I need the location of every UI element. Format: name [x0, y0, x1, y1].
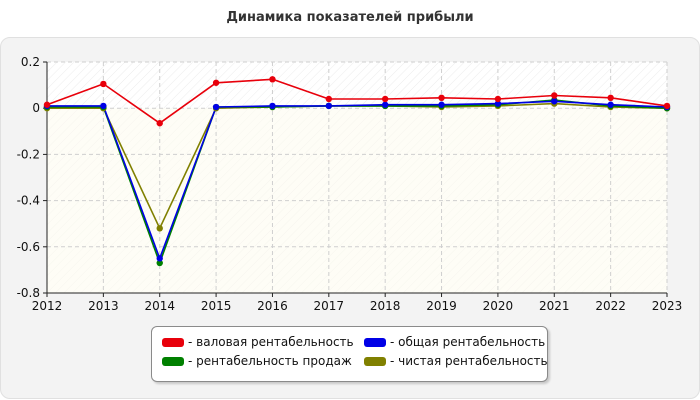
data-point-series-1	[494, 100, 502, 107]
y-tick-labels: 0.2 0 -0.2 -0.4 -0.6 -0.8	[17, 55, 47, 300]
data-point-series-1	[156, 255, 163, 262]
axes	[46, 62, 667, 294]
legend-swatch-net	[364, 356, 386, 366]
x-tick-label: 2013	[88, 299, 119, 313]
data-point-series-0	[156, 120, 163, 127]
data-point-series-0	[212, 79, 220, 86]
x-tick-label: 2012	[32, 299, 63, 313]
legend: - валовая рентабельность - общая рентабе…	[151, 326, 548, 382]
legend-label-gross: - валовая рентабельность	[188, 335, 354, 349]
data-point-series-1	[100, 102, 107, 110]
x-tick-label: 2015	[201, 299, 232, 313]
data-point-series-2	[156, 259, 163, 267]
chart-title: Динамика показателей прибыли	[226, 10, 474, 25]
x-tick-label: 2018	[370, 299, 401, 313]
y-tick-label: -0.8	[17, 286, 40, 300]
legend-item-net: - чистая рентабельность	[364, 354, 548, 368]
y-tick-label: -0.2	[17, 147, 40, 161]
data-point-series-0	[607, 94, 614, 102]
x-tick-label: 2021	[539, 299, 570, 313]
y-tick-label: 0	[32, 101, 40, 115]
data-point-series-1	[607, 101, 614, 108]
legend-swatch-sales	[162, 356, 184, 366]
x-tick-label: 2014	[144, 299, 175, 313]
data-point-series-0	[43, 101, 51, 108]
data-point-series-0	[663, 102, 671, 110]
x-tick-label: 2017	[314, 299, 345, 313]
data-point-series-0	[100, 80, 107, 88]
x-tick-labels: 2012 2013 2014 2015 2016 2017 2018 2019 2020 2021…	[32, 293, 683, 313]
data-point-series-1	[438, 101, 445, 108]
data-point-series-1	[551, 98, 558, 105]
series-lines	[46, 78, 668, 264]
data-point-series-1	[212, 103, 220, 111]
x-tick-label: 2020	[483, 299, 514, 313]
data-point-series-1	[269, 102, 276, 110]
legend-item-gross: - валовая рентабельность	[162, 335, 354, 349]
legend-swatch-gross	[162, 337, 184, 347]
legend-label-net: - чистая рентабельность	[390, 354, 548, 368]
data-point-series-0	[325, 95, 333, 103]
legend-swatch-total	[364, 337, 386, 347]
series-line-1	[47, 100, 668, 260]
data-point-series-0	[494, 95, 502, 103]
data-point-series-3	[156, 225, 163, 232]
x-tick-label: 2016	[257, 299, 288, 313]
legend-item-total: - общая рентабельность	[364, 335, 545, 349]
y-tick-label: -0.4	[17, 194, 40, 208]
x-tick-label: 2022	[595, 299, 626, 313]
data-point-series-0	[381, 95, 389, 103]
legend-item-sales: - рентабельность продаж	[162, 354, 352, 368]
data-point-series-0	[269, 76, 276, 83]
legend-label-sales: - рентабельность продаж	[188, 354, 352, 368]
data-point-series-0	[438, 94, 445, 102]
y-tick-label: 0.2	[21, 55, 40, 69]
y-tick-label: -0.6	[17, 240, 40, 254]
data-point-series-1	[381, 101, 389, 108]
series-points	[43, 76, 671, 267]
data-point-series-0	[551, 92, 558, 99]
x-tick-label: 2023	[652, 299, 683, 313]
x-tick-label: 2019	[426, 299, 457, 313]
series-line-0	[46, 78, 668, 124]
data-point-series-1	[325, 102, 333, 110]
legend-label-total: - общая рентабельность	[390, 335, 546, 349]
